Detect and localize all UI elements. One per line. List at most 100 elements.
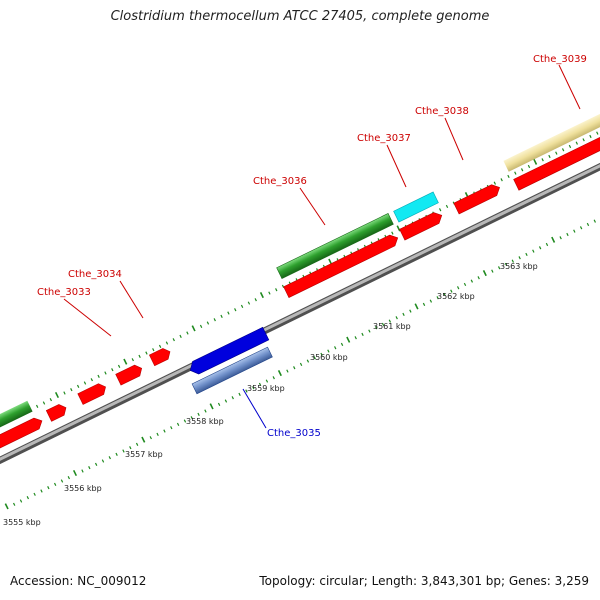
tick-mark <box>163 429 166 433</box>
tick-mark <box>414 303 419 310</box>
tick-mark <box>443 292 446 297</box>
tick-mark <box>388 319 392 323</box>
tick-mark <box>514 171 517 175</box>
tick-mark <box>586 222 590 227</box>
tick-mark <box>49 398 53 402</box>
cds-arrow <box>77 383 106 405</box>
cds-arrow <box>453 184 500 215</box>
tick-mark <box>60 479 64 483</box>
tick-mark <box>141 436 146 443</box>
tick-mark <box>40 489 43 493</box>
tick-mark <box>115 452 118 456</box>
gene-labels: Cthe_3033 Cthe_3034 Cthe_3035 Cthe_3036 … <box>37 54 587 439</box>
tick-mark <box>176 422 180 426</box>
tick-mark <box>129 446 132 450</box>
tick-mark <box>402 312 405 317</box>
tick-mark <box>138 354 141 358</box>
tick-mark <box>477 276 480 280</box>
scale-label: 3561 kbp <box>373 322 411 331</box>
tick-mark <box>299 362 303 367</box>
tick-mark <box>320 352 323 357</box>
tick-mark <box>152 348 155 352</box>
tick-mark <box>149 436 152 440</box>
tick-mark <box>117 364 121 368</box>
scale-label: 3558 kbp <box>186 417 224 426</box>
tick-mark <box>254 298 257 302</box>
tick-mark <box>245 389 248 393</box>
tick-mark <box>94 462 98 466</box>
tick-mark <box>33 492 36 496</box>
tick-mark <box>396 225 401 232</box>
tick-mark <box>265 379 269 383</box>
tick-mark <box>231 396 234 400</box>
tick-mark <box>272 376 275 380</box>
tick-mark <box>224 399 228 403</box>
tick-mark <box>579 226 583 230</box>
tick-mark <box>555 151 558 155</box>
tick-mark <box>525 252 528 257</box>
tick-mark <box>122 449 125 453</box>
gene-label: Cthe_3033 <box>37 287 91 298</box>
tick-mark <box>209 403 214 410</box>
tick-mark <box>589 134 592 139</box>
cds-arrow <box>115 364 143 386</box>
tick-mark <box>67 476 71 480</box>
tick-mark <box>199 324 203 328</box>
feature-bar-steel <box>191 346 273 395</box>
tick-mark <box>183 419 187 423</box>
tick-mark <box>334 346 337 350</box>
tick-mark <box>277 369 282 377</box>
tick-mark <box>81 469 84 473</box>
cds-arrow <box>45 404 67 422</box>
tick-mark <box>281 284 285 289</box>
tick-mark <box>582 138 585 142</box>
scale-label: 3556 kbp <box>64 484 102 493</box>
tick-mark <box>381 322 385 327</box>
tick-mark <box>533 158 538 165</box>
tick-mark <box>422 302 426 307</box>
tick-mark <box>186 331 189 335</box>
cds-lane <box>0 133 600 456</box>
tick-mark <box>593 219 596 223</box>
tick-mark <box>145 351 148 355</box>
tick-mark <box>573 229 576 233</box>
gene-label: Cthe_3034 <box>68 269 122 280</box>
tick-mark <box>238 392 241 396</box>
tick-mark <box>538 246 542 250</box>
tick-mark <box>104 371 107 375</box>
tick-mark <box>275 288 278 292</box>
tick-mark <box>190 416 193 420</box>
cds-arrow <box>399 212 443 241</box>
tick-mark <box>551 236 556 243</box>
scale-label: 3562 kbp <box>437 292 475 301</box>
tick-mark <box>436 296 439 300</box>
tick-mark <box>12 502 16 506</box>
gene-label: Cthe_3037 <box>357 133 411 144</box>
tick-mark <box>259 291 264 299</box>
cds-arrow <box>148 348 171 367</box>
tick-mark <box>368 329 371 333</box>
tick-mark <box>493 181 497 185</box>
tick-mark <box>220 314 223 318</box>
tick-mark <box>568 144 572 149</box>
cds-arrow-blue <box>189 326 270 375</box>
tick-mark <box>158 344 162 348</box>
tick-mark <box>500 178 503 182</box>
tick-mark <box>217 402 221 406</box>
tick-mark <box>53 482 57 486</box>
tick-mark <box>70 388 73 392</box>
tick-mark <box>566 232 569 237</box>
tick-mark <box>35 404 39 408</box>
tick-mark <box>541 158 544 162</box>
tick-mark <box>340 342 344 347</box>
tick-mark <box>213 318 216 322</box>
tick-mark <box>463 282 467 287</box>
tick-mark <box>123 358 128 365</box>
scale-label: 3559 kbp <box>247 384 285 393</box>
tick-mark <box>306 359 310 363</box>
tick-mark <box>234 308 237 312</box>
tick-mark <box>268 291 271 295</box>
tick-mark <box>527 164 531 169</box>
tick-mark <box>293 366 296 370</box>
